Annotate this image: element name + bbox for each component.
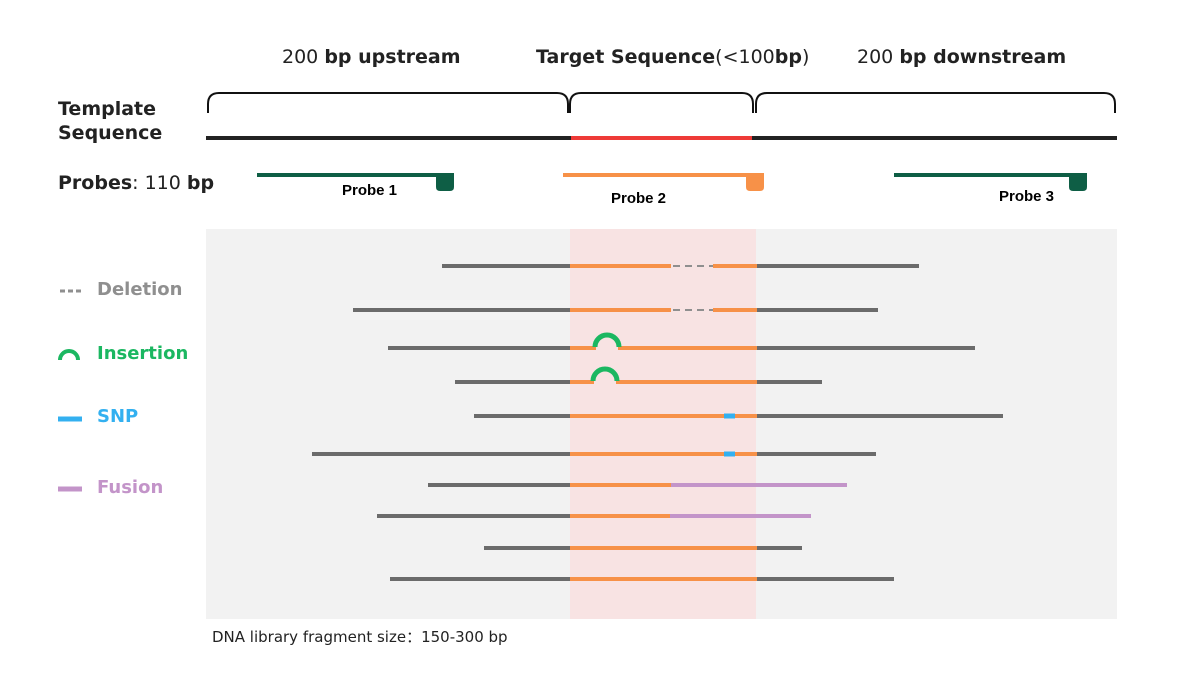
legend-insertion-label: Insertion — [97, 343, 189, 364]
probe-3: Probe 3 — [894, 173, 1087, 205]
legend-fusion-label: Fusion — [97, 477, 164, 498]
region-brackets — [207, 92, 1116, 113]
legend-deletion-label: Deletion — [97, 279, 183, 300]
downstream-title: 200 bp downstream — [857, 46, 1067, 68]
probe-1-label: Probe 1 — [342, 182, 397, 199]
template-sequence-label: Template Sequence — [58, 98, 163, 144]
probe-2-label: Probe 2 — [611, 190, 666, 207]
upstream-bracket — [207, 92, 569, 113]
probe-1: Probe 1 — [257, 173, 454, 199]
target-bracket — [569, 92, 754, 113]
probe-2: Probe 2 — [563, 173, 764, 207]
read-insertion-1 — [388, 332, 975, 350]
fragment-size-note: DNA library fragment size：150-300 bp — [212, 628, 508, 646]
reads — [312, 264, 1003, 581]
upstream-title: 200 bp upstream — [282, 46, 461, 68]
read-insertion-2 — [455, 366, 822, 384]
target-title: Target Sequence(<100bp) — [536, 46, 810, 68]
legend-snp-label: SNP — [97, 406, 139, 427]
downstream-bracket — [755, 92, 1116, 113]
insertion-arc-icon — [58, 349, 80, 361]
probe-3-label: Probe 3 — [999, 188, 1054, 205]
target-band — [570, 229, 756, 619]
legend-icons — [58, 289, 82, 492]
probes-label: Probes: 110 bp — [58, 172, 215, 194]
